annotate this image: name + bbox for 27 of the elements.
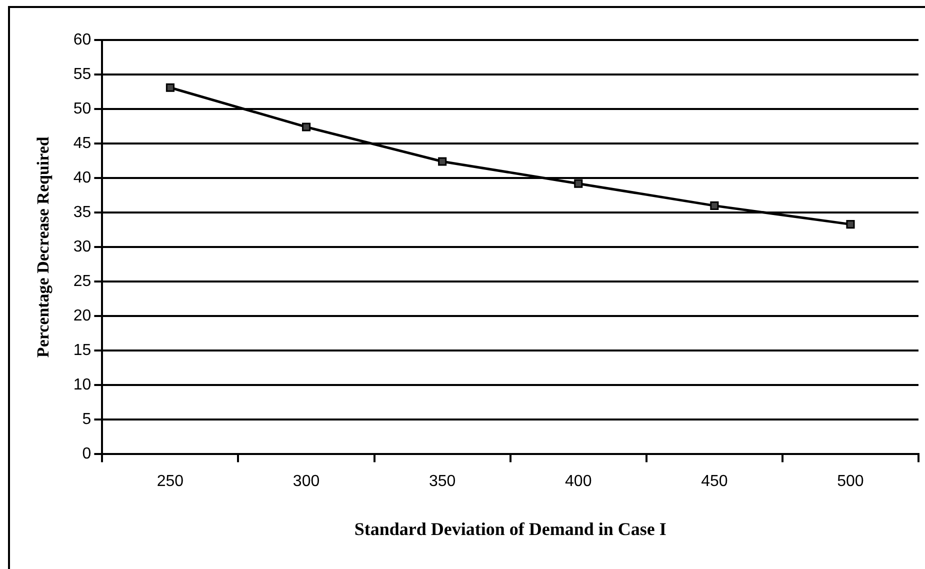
y-tick-label: 50 <box>73 100 92 118</box>
y-tick-label: 10 <box>73 376 92 394</box>
y-tick-label: 30 <box>73 238 92 256</box>
y-tick-label: 25 <box>73 273 92 290</box>
y-tick-label: 40 <box>73 169 92 186</box>
y-tick-label: 0 <box>82 446 92 463</box>
x-tick-label: 350 <box>428 473 456 490</box>
y-tick-label: 20 <box>73 308 92 325</box>
y-tick-label: 35 <box>73 204 92 221</box>
x-tick-label: 400 <box>565 473 592 490</box>
x-tick-label: 250 <box>156 473 184 490</box>
y-tick-label: 60 <box>73 31 92 48</box>
x-tick-label: 450 <box>701 473 728 490</box>
point <box>302 122 311 132</box>
point <box>574 179 583 188</box>
point <box>710 201 719 210</box>
y-tick-label: 45 <box>73 134 92 152</box>
y-tick-label: 5 <box>82 411 92 428</box>
y-tick-label: 15 <box>73 342 92 360</box>
x-axis-title: Standard Deviation of Demand in Case I <box>354 518 666 539</box>
y-axis-title: Percentage Decrease Required <box>34 136 53 358</box>
x-tick-label: 300 <box>292 473 320 490</box>
x-tick-label: 500 <box>837 473 864 490</box>
y-tick-label: 55 <box>73 66 92 83</box>
point <box>846 220 855 229</box>
point <box>438 157 447 166</box>
point <box>166 83 175 92</box>
